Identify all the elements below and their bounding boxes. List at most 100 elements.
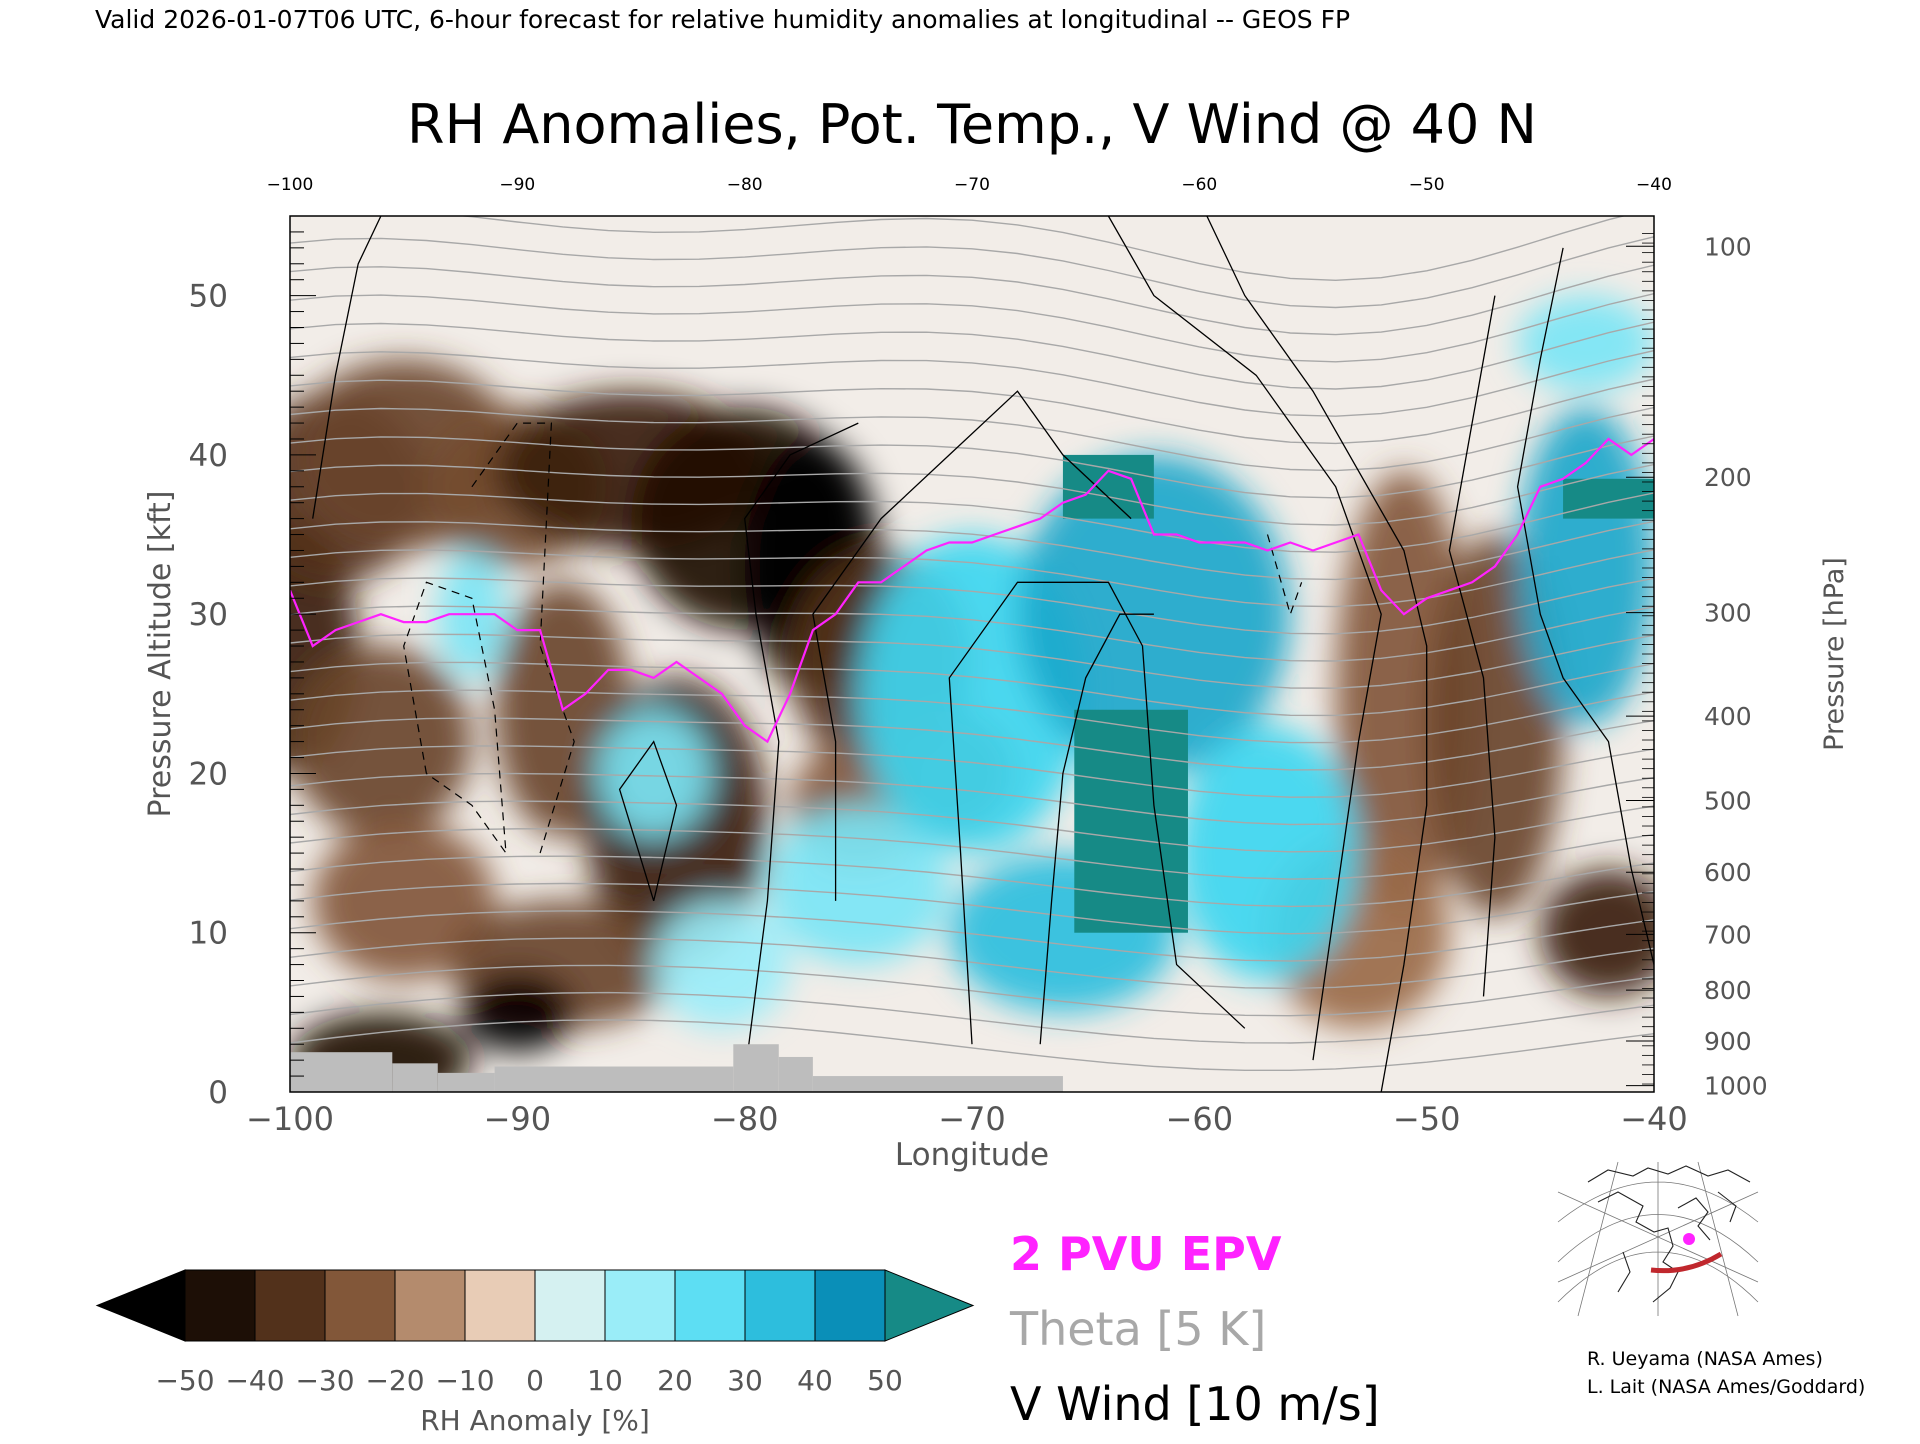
chart-title: RH Anomalies, Pot. Temp., V Wind @ 40 N [407,93,1537,156]
colorbar-tick-label: −30 [295,1364,354,1397]
top-tick-label: −80 [727,175,763,195]
plot-area [290,216,1654,1092]
top-tick-label: −50 [1409,175,1445,195]
colorbar-high-arrow [884,1269,975,1342]
colorbar-tick-label: 0 [526,1364,544,1397]
vwind-contour [312,216,382,519]
colorbar-segment [744,1269,816,1342]
locator-map [1557,1161,1759,1317]
colorbar-segment [814,1269,886,1342]
rh-blob [460,972,575,1053]
pressure-tick-label: 800 [1704,976,1752,1005]
top-tick-label: −60 [1181,175,1217,195]
theta-contour [290,855,1654,908]
theta-contour [290,772,1654,826]
colorbar-low-arrow [95,1269,186,1342]
top-tick-label: −70 [954,175,990,195]
x-tick-label: −50 [1393,1100,1461,1138]
axis-tick-labels: −100 −100 −90 −90 −80 −80 −70 −70 −60 −60 −50 −50 −4… [189,175,1768,1138]
vwind-contour [812,390,1132,901]
y-tick-label: 30 [189,597,228,633]
colorbar-tick-label: 20 [657,1364,693,1397]
colorbar: −50 −40 −30 −20 −10 0 10 20 30 40 50 [95,1269,975,1397]
vwind-contour [618,740,678,902]
terrain-block [812,1076,1063,1092]
theta-contour [290,321,1654,390]
credit-line-1: R. Ueyama (NASA Ames) [1587,1348,1823,1370]
x-tick-label: −100 [246,1100,334,1138]
x-tick-label: −90 [484,1100,552,1138]
theta-contour [290,406,1654,472]
colorbar-tick-label: 40 [797,1364,833,1397]
theta-contour [290,991,1654,1044]
map-cross-section-line [1650,1251,1723,1274]
theta-contour [290,964,1654,1017]
theta-contour [290,236,1654,309]
colorbar-segment [184,1269,256,1342]
map-coastlines [1587,1165,1751,1303]
vwind-contour [744,422,859,1077]
rh-blob [312,821,495,981]
theta-contour [290,828,1654,880]
pressure-tick-label: 700 [1704,920,1752,949]
colorbar-segment [254,1269,326,1342]
colorbar-segment [674,1269,746,1342]
pressure-tick-label: 600 [1704,858,1752,887]
theta-contour [290,937,1654,990]
vwind-contour [1107,216,1382,1061]
terrain-block [290,1052,393,1092]
theta-contour [290,378,1654,445]
vwind-negative-contour [403,581,507,856]
rh-blob [653,900,791,1029]
rh-blob [1176,725,1359,981]
rh-blob [1517,407,1654,726]
theta-contour [290,910,1654,962]
map-graticule [1557,1161,1759,1317]
y-axis-label-left: Pressure Altitude [kft] [143,491,178,818]
theta-contour [290,577,1654,635]
legend-theta: Theta [5 K] [1009,1302,1266,1356]
colorbar-segment [604,1269,676,1342]
plot-frame [289,215,1655,1093]
credit-line-2: L. Lait (NASA Ames/Goddard) [1587,1376,1865,1398]
colorbar-segment [394,1269,466,1342]
vwind-contour [1039,613,1154,1045]
vwind-contour [1516,247,1654,965]
colorbar-segment [464,1269,536,1342]
x-tick-label: −70 [938,1100,1006,1138]
rh-blob [290,646,472,838]
colorbar-label: RH Anomaly [%] [420,1404,650,1437]
terrain-block [437,1072,495,1092]
legend-vwind: V Wind [10 m/s] [1010,1377,1380,1431]
theta-contour [457,216,1627,282]
y-axis-label-right: Pressure [hPa] [1819,557,1850,751]
terrain-block [778,1056,813,1092]
y-tick-label: 40 [189,438,228,474]
rh-blob [1517,295,1654,392]
colorbar-tick-label: −50 [155,1364,214,1397]
rh-saturated-region [1062,454,1154,519]
rh-saturated-region [1563,478,1654,519]
rh-blob [767,805,950,965]
x-tick-label: −60 [1166,1100,1234,1138]
vwind-contour [1448,295,1496,997]
inner-ticks [290,231,1654,1087]
top-tick-label: −40 [1636,175,1672,195]
vwind-contour [1206,216,1428,1092]
vwind-contours [312,216,1654,1092]
terrain-block [494,1066,734,1092]
pressure-tick-label: 400 [1704,702,1752,731]
pressure-tick-label: 500 [1704,787,1752,816]
vwind-negative-contour [1266,534,1303,617]
pressure-tick-label: 200 [1704,463,1752,492]
colorbar-tick-label: 50 [867,1364,903,1397]
theta-contour [290,435,1654,499]
colorbar-tick-label: 10 [587,1364,623,1397]
theta-contour [290,463,1654,526]
valid-line: Valid 2026-01-07T06 UTC, 6-hour forecast… [95,5,1350,34]
pressure-tick-label: 1000 [1704,1072,1768,1101]
y-tick-label: 0 [208,1075,228,1111]
pressure-tick-label: 900 [1704,1027,1752,1056]
